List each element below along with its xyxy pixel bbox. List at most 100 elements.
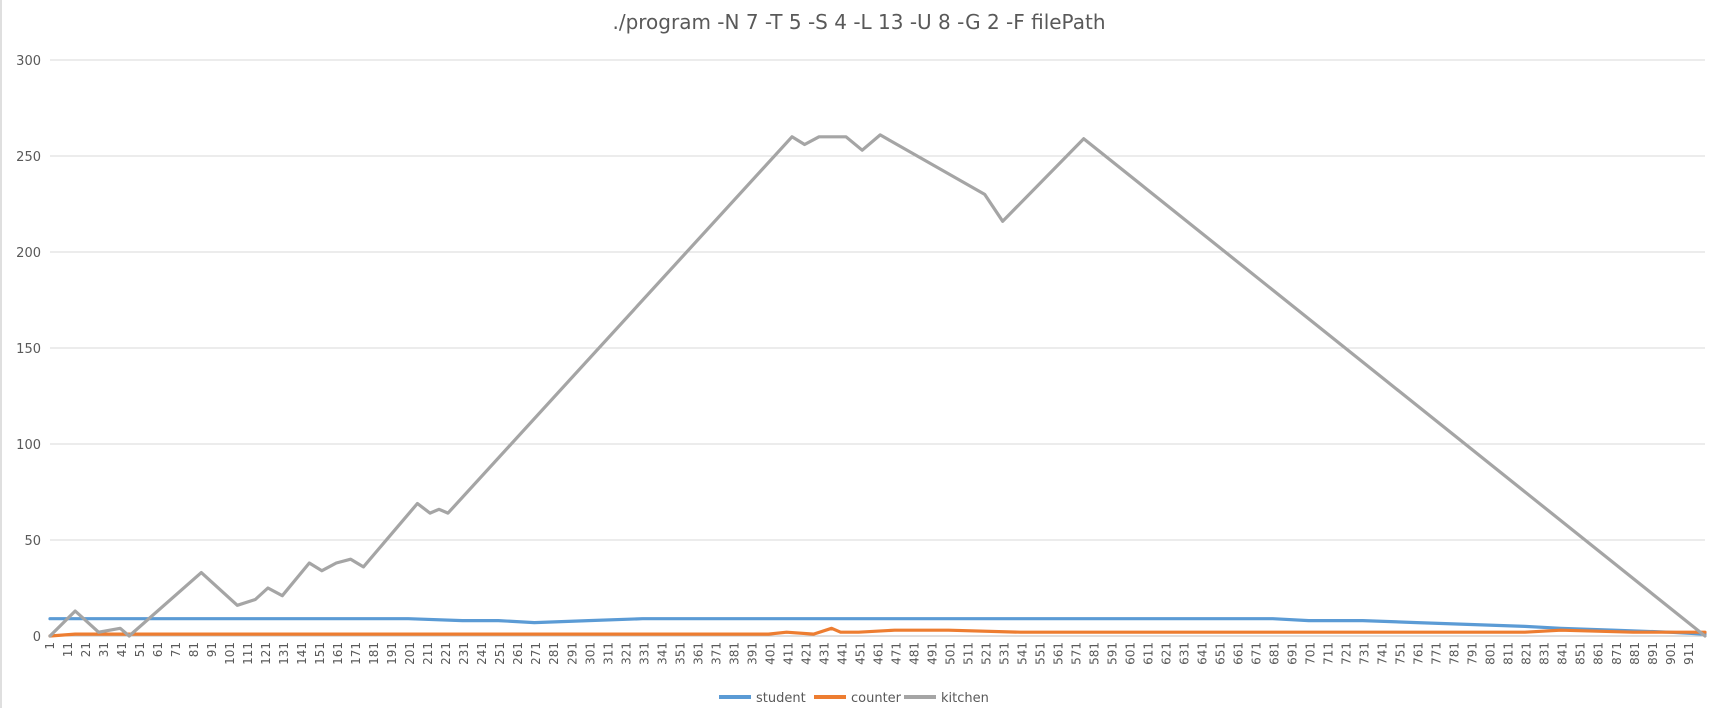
y-tick-label: 150 bbox=[16, 342, 41, 357]
x-tick-label: 61 bbox=[151, 642, 165, 657]
x-tick-label: 131 bbox=[277, 642, 291, 665]
x-tick-label: 311 bbox=[601, 642, 615, 665]
x-tick-label: 81 bbox=[187, 642, 201, 657]
x-tick-label: 451 bbox=[853, 642, 867, 665]
x-tick-label: 171 bbox=[349, 642, 363, 665]
x-tick-label: 291 bbox=[565, 642, 579, 665]
chart-title: ./program -N 7 -T 5 -S 4 -L 13 -U 8 -G 2… bbox=[612, 10, 1105, 34]
legend: student counter kitchen bbox=[719, 691, 989, 706]
x-tick-label: 531 bbox=[997, 642, 1011, 665]
x-tick-label: 401 bbox=[763, 642, 777, 665]
x-tick-label: 141 bbox=[295, 642, 309, 665]
x-tick-label: 521 bbox=[979, 642, 993, 665]
x-tick-label: 11 bbox=[61, 642, 75, 657]
x-tick-label: 771 bbox=[1430, 642, 1444, 665]
x-tick-label: 331 bbox=[637, 642, 651, 665]
x-tick-label: 411 bbox=[781, 642, 795, 665]
series-line-counter bbox=[48, 626, 1707, 638]
x-tick-label: 371 bbox=[709, 642, 723, 665]
x-tick-label: 581 bbox=[1088, 642, 1102, 665]
x-tick-label: 21 bbox=[79, 642, 93, 657]
x-tick-label: 911 bbox=[1682, 642, 1696, 665]
x-tick-label: 601 bbox=[1124, 642, 1138, 665]
x-tick-label: 211 bbox=[421, 642, 435, 665]
x-tick-label: 101 bbox=[223, 642, 237, 665]
x-tick-label: 421 bbox=[799, 642, 813, 665]
x-axis: 1 11 21 31 41 51 61 71 81 91 101 111 121 131 141 151 161… bbox=[43, 635, 1705, 665]
x-tick-label: 341 bbox=[655, 642, 669, 665]
x-tick-label: 111 bbox=[241, 642, 255, 665]
x-tick-label: 631 bbox=[1178, 642, 1192, 665]
x-tick-label: 151 bbox=[313, 642, 327, 665]
x-tick-label: 881 bbox=[1628, 642, 1642, 665]
x-tick-label: 471 bbox=[889, 642, 903, 665]
x-tick-label: 811 bbox=[1502, 642, 1516, 665]
x-tick-label: 41 bbox=[115, 642, 129, 657]
x-tick-label: 191 bbox=[385, 642, 399, 665]
x-tick-label: 871 bbox=[1610, 642, 1624, 665]
x-tick-label: 121 bbox=[259, 642, 273, 665]
x-tick-label: 361 bbox=[691, 642, 705, 665]
y-tick-label: 0 bbox=[33, 630, 41, 645]
x-tick-label: 661 bbox=[1232, 642, 1246, 665]
y-tick-label: 100 bbox=[16, 438, 41, 453]
x-tick-label: 431 bbox=[817, 642, 831, 665]
x-tick-label: 51 bbox=[133, 642, 147, 657]
x-tick-label: 301 bbox=[583, 642, 597, 665]
x-tick-label: 281 bbox=[547, 642, 561, 665]
x-tick-label: 711 bbox=[1322, 642, 1336, 665]
x-tick-label: 901 bbox=[1664, 642, 1678, 665]
x-tick-label: 761 bbox=[1412, 642, 1426, 665]
y-tick-label: 200 bbox=[16, 246, 41, 261]
series-line-student bbox=[48, 617, 1707, 636]
legend-label-kitchen: kitchen bbox=[941, 691, 989, 706]
x-tick-label: 841 bbox=[1556, 642, 1570, 665]
x-tick-label: 821 bbox=[1520, 642, 1534, 665]
x-tick-label: 461 bbox=[871, 642, 885, 665]
x-tick-label: 851 bbox=[1574, 642, 1588, 665]
x-tick-label: 651 bbox=[1214, 642, 1228, 665]
x-tick-label: 441 bbox=[835, 642, 849, 665]
x-tick-label: 641 bbox=[1196, 642, 1210, 665]
legend-label-student: student bbox=[756, 691, 806, 706]
x-tick-label: 351 bbox=[673, 642, 687, 665]
x-tick-label: 511 bbox=[961, 642, 975, 665]
x-tick-label: 781 bbox=[1448, 642, 1462, 665]
x-tick-label: 791 bbox=[1466, 642, 1480, 665]
series-lines bbox=[48, 133, 1707, 638]
x-tick-label: 611 bbox=[1142, 642, 1156, 665]
y-tick-label: 300 bbox=[16, 54, 41, 69]
x-tick-label: 271 bbox=[529, 642, 543, 665]
x-tick-label: 591 bbox=[1106, 642, 1120, 665]
x-tick-label: 861 bbox=[1592, 642, 1606, 665]
x-tick-label: 481 bbox=[907, 642, 921, 665]
y-tick-label: 50 bbox=[24, 534, 41, 549]
x-tick-label: 691 bbox=[1286, 642, 1300, 665]
x-tick-label: 551 bbox=[1033, 642, 1047, 665]
x-tick-label: 801 bbox=[1484, 642, 1498, 665]
x-tick-label: 1 bbox=[43, 642, 57, 650]
x-tick-label: 491 bbox=[925, 642, 939, 665]
x-tick-label: 251 bbox=[493, 642, 507, 665]
x-tick-label: 731 bbox=[1358, 642, 1372, 665]
x-tick-label: 721 bbox=[1340, 642, 1354, 665]
x-tick-label: 621 bbox=[1160, 642, 1174, 665]
x-tick-label: 201 bbox=[403, 642, 417, 665]
x-tick-label: 891 bbox=[1646, 642, 1660, 665]
y-tick-label: 250 bbox=[16, 150, 41, 165]
x-tick-label: 31 bbox=[97, 642, 111, 657]
legend-label-counter: counter bbox=[851, 691, 902, 706]
x-tick-label: 321 bbox=[619, 642, 633, 665]
x-tick-label: 741 bbox=[1376, 642, 1390, 665]
x-tick-label: 71 bbox=[169, 642, 183, 657]
x-tick-label: 671 bbox=[1250, 642, 1264, 665]
x-tick-label: 161 bbox=[331, 642, 345, 665]
x-tick-label: 751 bbox=[1394, 642, 1408, 665]
x-tick-label: 701 bbox=[1304, 642, 1318, 665]
x-tick-label: 381 bbox=[727, 642, 741, 665]
x-tick-label: 571 bbox=[1069, 642, 1083, 665]
x-tick-label: 681 bbox=[1268, 642, 1282, 665]
